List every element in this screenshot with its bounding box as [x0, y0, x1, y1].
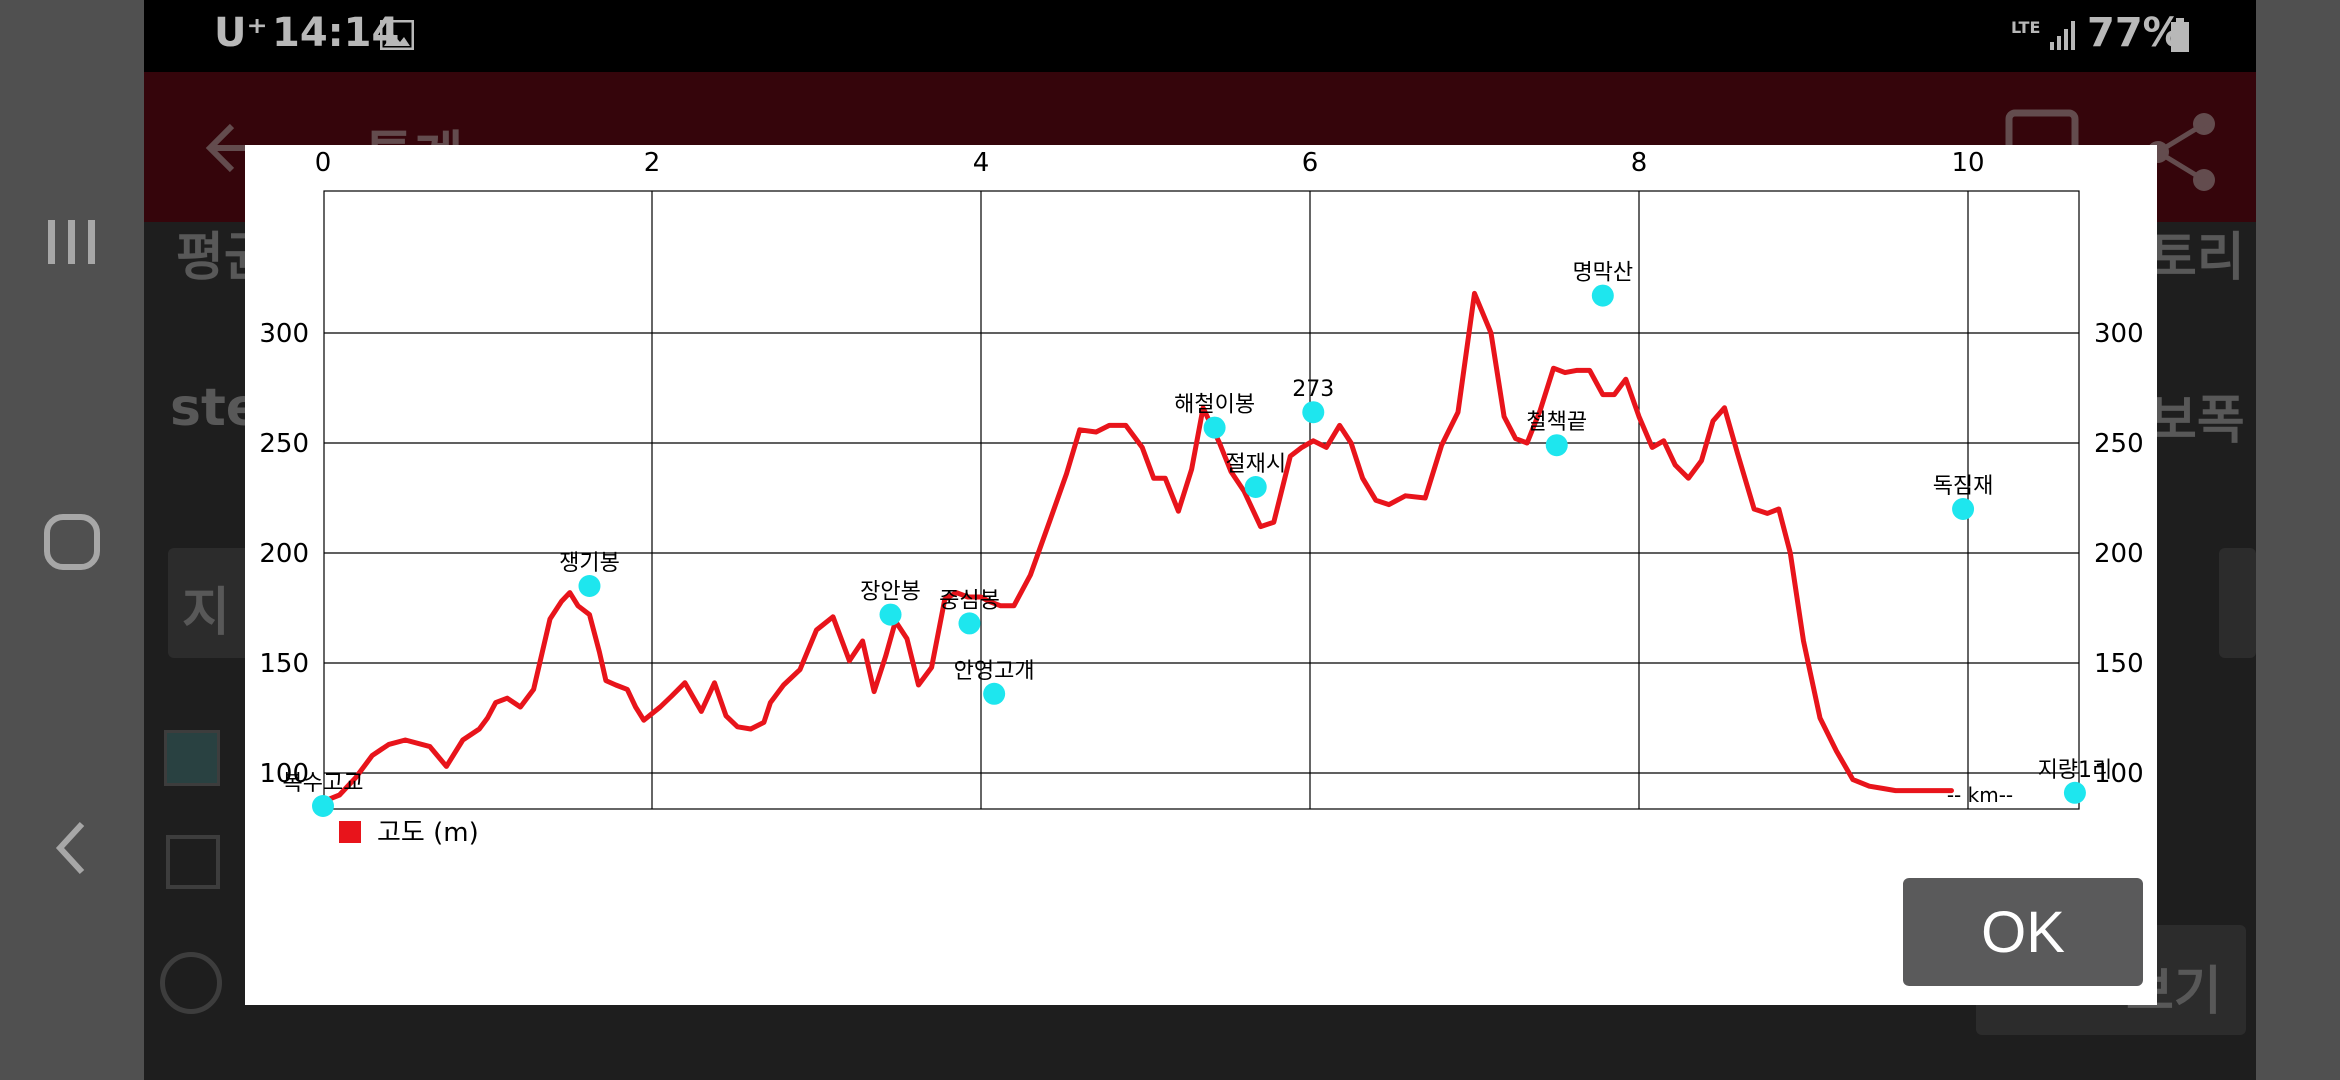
waypoint-label: 철책끝 [1526, 410, 1587, 435]
ok-button[interactable]: OK [1903, 878, 2143, 986]
x-tick-label: 2 [644, 148, 661, 178]
y-tick-label-right: 250 [2094, 429, 2144, 459]
waypoint-marker [983, 682, 1006, 705]
waypoint-label: 지량1리 [2038, 758, 2113, 783]
waypoint-marker [312, 795, 334, 817]
legend-label: 고도 (m) [377, 818, 479, 848]
elevation-series-line [320, 290, 1954, 805]
y-tick-label-left: 300 [259, 319, 309, 349]
elevation-chart: 0 2 4 6 8 10 100 100 150 150 200 200 250 250 300 300 복수… [259, 148, 2144, 848]
waypoint-label: 안영고개 [954, 659, 1035, 684]
x-tick-label: 10 [1951, 148, 1984, 178]
waypoint-label: 장안봉 [860, 580, 921, 605]
bg-input-field[interactable]: 지 [168, 548, 258, 658]
y-tick-label-left: 150 [259, 649, 309, 679]
gallery-icon [380, 20, 414, 50]
waypoint-label: 쟁기봉 [559, 551, 620, 576]
system-navigation-bar [0, 0, 144, 1080]
y-tick-label-right: 150 [2094, 649, 2144, 679]
home-icon [44, 514, 100, 570]
waypoint-marker [879, 603, 902, 626]
back-chevron-icon [55, 821, 85, 875]
bg-checkbox[interactable] [166, 835, 220, 889]
x-tick-label: 0 [315, 148, 332, 178]
chart-legend: 고도 (m) [339, 818, 479, 848]
y-tick-label-left: 250 [259, 429, 309, 459]
km-axis-label: -- km-- [1947, 783, 2013, 807]
waypoint-label: 독짐재 [1933, 474, 1994, 499]
waypoint-label: 해철이봉 [1174, 393, 1255, 418]
waypoint-marker [1545, 434, 1568, 457]
bg-input-field-right[interactable] [2219, 548, 2256, 658]
recent-apps-icon [48, 220, 95, 264]
legend-swatch [339, 821, 361, 843]
battery-icon [2171, 18, 2189, 52]
y-tick-label-right: 100 [2094, 759, 2144, 789]
waypoint-marker [2063, 781, 2086, 804]
plot-frame [323, 190, 2080, 810]
clock: 14:14 [272, 10, 400, 56]
waypoint-label: 명막산 [1572, 261, 1633, 286]
waypoint-label: 273 [1292, 377, 1334, 402]
y-tick-label-right: 300 [2094, 319, 2144, 349]
bg-label-right-1: 토리 [2149, 228, 2245, 288]
waypoint-marker [1952, 498, 1975, 520]
y-tick-label-left: 100 [259, 759, 309, 789]
waypoint-marker [1244, 476, 1267, 498]
bg-radio[interactable] [160, 952, 222, 1014]
waypoint-marker [958, 612, 981, 635]
y-tick-label-left: 200 [259, 539, 309, 569]
x-tick-label: 6 [1302, 148, 1319, 178]
bg-input-label: 지 [182, 583, 230, 643]
y-tick-label-right: 200 [2094, 539, 2144, 569]
bg-label-right-2: 보폭 [2149, 391, 2245, 451]
waypoint-marker [1591, 284, 1614, 307]
home-button[interactable] [0, 472, 144, 612]
status-bar: U⁺ 14:14 LTE 77% [144, 0, 2256, 72]
carrier-label: U⁺ [214, 10, 268, 56]
back-button[interactable] [0, 778, 144, 918]
recent-apps-button[interactable] [0, 172, 144, 312]
bg-checkbox-checked[interactable] [164, 730, 220, 786]
waypoint-label: 절재시 [1225, 452, 1286, 477]
x-tick-label: 4 [973, 148, 990, 178]
waypoint-marker [578, 575, 601, 597]
waypoint-label: 복수고교 [283, 771, 364, 796]
network-type: LTE [2011, 18, 2041, 37]
waypoint-label: 중심봉 [939, 588, 1000, 613]
battery-percent: 77% [2087, 10, 2183, 56]
signal-icon [2050, 21, 2075, 50]
right-edge-bar [2256, 0, 2340, 1080]
waypoint-marker [1302, 401, 1325, 424]
waypoint-marker [1203, 416, 1226, 439]
elevation-chart-dialog: 0 2 4 6 8 10 100 100 150 150 200 200 250 250 300 300 복수… [245, 145, 2157, 1005]
x-tick-label: 8 [1631, 148, 1648, 178]
